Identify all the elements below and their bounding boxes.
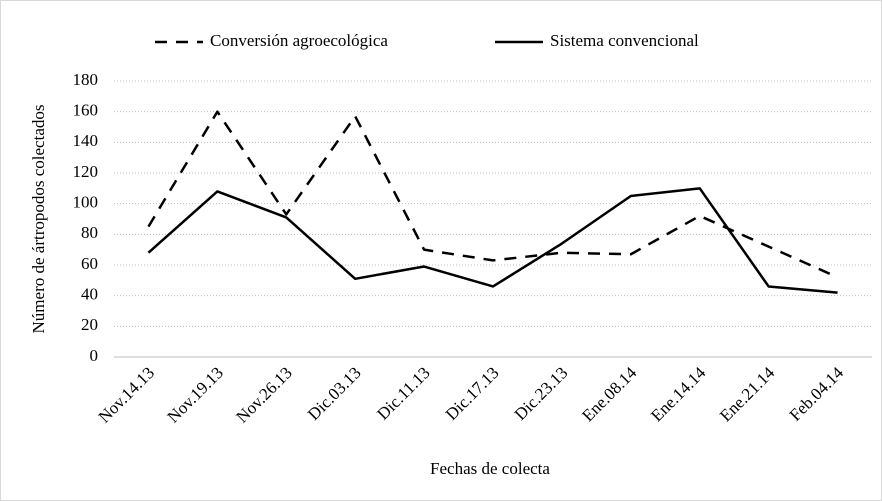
- x-axis-label: Fechas de colecta: [430, 459, 550, 478]
- y-tick-label: 40: [81, 285, 98, 304]
- series-line: [147, 187, 838, 294]
- legend-label: Sistema convencional: [550, 31, 699, 50]
- y-tick-label: 120: [73, 162, 99, 181]
- y-tick-label: 20: [81, 315, 98, 334]
- legend-label: Conversión agroecológica: [210, 31, 388, 50]
- y-tick-label: 60: [81, 254, 98, 273]
- y-tick-label: 80: [81, 223, 98, 242]
- y-axis-label: Número de ártropodos colectados: [29, 105, 48, 334]
- y-tick-label: 100: [73, 193, 99, 212]
- y-tick-label: 0: [90, 346, 99, 365]
- y-tick-label: 140: [73, 131, 99, 150]
- y-tick-label: 160: [73, 101, 99, 120]
- y-tick-label: 180: [73, 70, 99, 89]
- series-line: [147, 110, 839, 279]
